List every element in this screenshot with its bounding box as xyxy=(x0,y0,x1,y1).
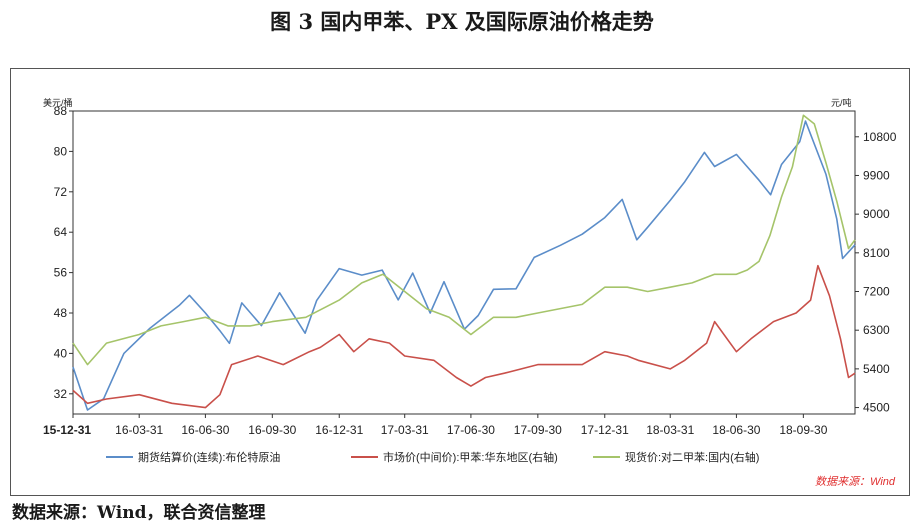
x-tick-label: 17-12-31 xyxy=(581,423,629,437)
right-tick-label: 9000 xyxy=(863,207,890,221)
x-tick-label: 18-09-30 xyxy=(779,423,827,437)
right-tick-label: 4500 xyxy=(863,401,890,415)
x-tick-label: 16-06-30 xyxy=(181,423,229,437)
left-tick-label: 56 xyxy=(54,266,68,280)
left-tick-label: 32 xyxy=(54,387,68,401)
right-tick-label: 6300 xyxy=(863,323,890,337)
series-line-1 xyxy=(72,264,856,409)
right-tick-label: 8100 xyxy=(863,246,890,260)
left-tick-label: 88 xyxy=(54,104,68,118)
right-tick-label: 7200 xyxy=(863,285,890,299)
series-lines xyxy=(72,114,856,411)
x-tick-label: 18-06-30 xyxy=(712,423,760,437)
left-axis-label: 美元/桶 xyxy=(43,97,73,108)
left-axis: 32 40 48 56 64 72 80 88 xyxy=(54,104,73,401)
x-tick-label: 16-12-31 xyxy=(315,423,363,437)
chart-frame: 32 40 48 56 64 72 80 88 4500 5400 6300 7200 8100 900… xyxy=(10,68,910,496)
right-axis: 4500 5400 6300 7200 8100 9000 9900 10800 xyxy=(855,130,897,415)
left-tick-label: 64 xyxy=(54,225,68,239)
right-axis-label: 元/吨 xyxy=(831,97,852,108)
series-line-2 xyxy=(72,114,856,366)
source-note: 数据来源：Wind，联合资信整理 xyxy=(12,503,266,523)
x-tick-label: 17-03-31 xyxy=(381,423,429,437)
left-tick-label: 48 xyxy=(54,306,68,320)
left-tick-label: 80 xyxy=(54,144,68,158)
left-tick-label: 40 xyxy=(54,346,68,360)
x-tick-label: 18-03-31 xyxy=(646,423,694,437)
line-chart: 32 40 48 56 64 72 80 88 4500 5400 6300 7200 8100 900… xyxy=(43,97,897,488)
x-tick-label: 17-09-30 xyxy=(514,423,562,437)
legend: 期货结算价(连续):布伦特原油 市场价(中间价):甲苯:华东地区(右轴) 现货价… xyxy=(106,450,759,464)
right-tick-label: 5400 xyxy=(863,362,890,376)
figure-title: 图 3 国内甲苯、PX 及国际原油价格走势 xyxy=(270,9,654,34)
series-line-0 xyxy=(72,120,856,411)
x-tick-label: 16-03-31 xyxy=(115,423,163,437)
watermark-source: 数据来源：Wind xyxy=(815,475,896,488)
x-tick-label: 15-12-31 xyxy=(43,423,91,437)
left-tick-label: 72 xyxy=(54,185,68,199)
right-tick-label: 9900 xyxy=(863,168,890,182)
x-axis: 15-12-31 16-03-31 16-06-30 16-09-30 16-12-31… xyxy=(43,414,828,437)
x-tick-label: 16-09-30 xyxy=(248,423,296,437)
legend-label-brent: 期货结算价(连续):布伦特原油 xyxy=(138,450,280,464)
right-tick-label: 10800 xyxy=(863,130,897,144)
legend-label-toluene: 市场价(中间价):甲苯:华东地区(右轴) xyxy=(383,450,558,464)
legend-label-px: 现货价:对二甲苯:国内(右轴) xyxy=(625,450,759,464)
x-tick-label: 17-06-30 xyxy=(447,423,495,437)
